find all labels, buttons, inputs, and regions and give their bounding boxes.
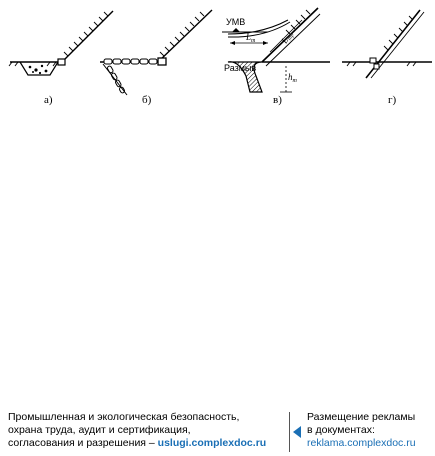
- umv-label: УМВ: [226, 17, 245, 27]
- footer-line-1: Промышленная и экологическая безопасност…: [8, 411, 240, 423]
- uslugi-link[interactable]: uslugi.complexdoc.ru: [157, 437, 267, 449]
- footer-divider: [289, 412, 290, 452]
- panel-d-label: г): [388, 94, 397, 106]
- panel-a: а): [8, 10, 114, 106]
- footer-line-3: согласования и разрешения – uslugi.compl…: [8, 437, 267, 449]
- reklama-link[interactable]: reklama.complexdoc.ru: [307, 437, 416, 449]
- footer-services: Промышленная и экологическая безопасност…: [8, 411, 288, 450]
- panel-d: г): [342, 9, 432, 106]
- footer-line-2: охрана труда, аудит и сертификация,: [8, 424, 191, 436]
- panel-c-label: в): [273, 94, 282, 106]
- erosion-label: Размыв: [224, 63, 256, 73]
- footer-right-line-2: в документах:: [307, 424, 375, 436]
- panel-b: б): [100, 9, 213, 106]
- footer-advertising: Размещение рекламы в документах: reklama…: [307, 411, 435, 450]
- panel-a-label: а): [44, 94, 53, 106]
- arrow-left-icon: [293, 426, 301, 438]
- footer-right-line-1: Размещение рекламы: [307, 411, 416, 423]
- shore-protection-diagram: а) б): [8, 7, 432, 106]
- lt-label: Lт: [245, 32, 256, 44]
- panel-b-label: б): [142, 94, 152, 106]
- ht-label: hт: [288, 72, 298, 84]
- ltr-label: Lтр: [279, 29, 296, 47]
- panel-c: УМВ Lт Lтр Размыв hт в): [222, 7, 330, 106]
- ad-footer: Промышленная и экологическая безопасност…: [0, 408, 435, 456]
